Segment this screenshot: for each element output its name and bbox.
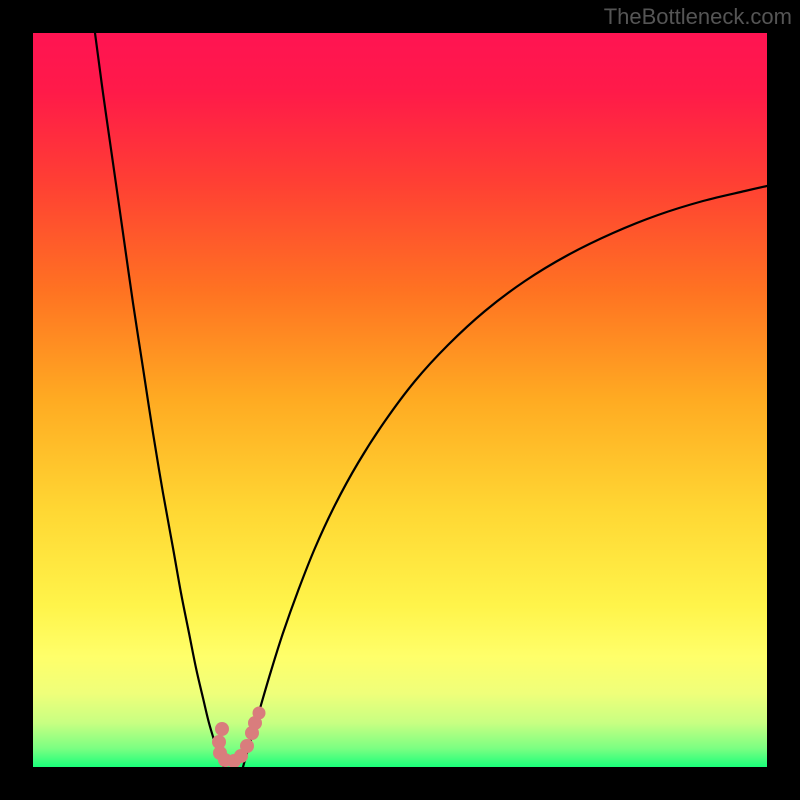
valley-marker-dot bbox=[215, 722, 229, 736]
curves-layer bbox=[33, 33, 767, 767]
watermark-text: TheBottleneck.com bbox=[604, 4, 792, 30]
valley-marker-dot bbox=[253, 707, 266, 720]
curve-left bbox=[95, 33, 224, 767]
curve-right bbox=[243, 186, 767, 767]
outer-frame: TheBottleneck.com bbox=[0, 0, 800, 800]
valley-marker-dot bbox=[240, 739, 254, 753]
plot-area bbox=[33, 33, 767, 767]
valley-markers bbox=[212, 707, 266, 768]
